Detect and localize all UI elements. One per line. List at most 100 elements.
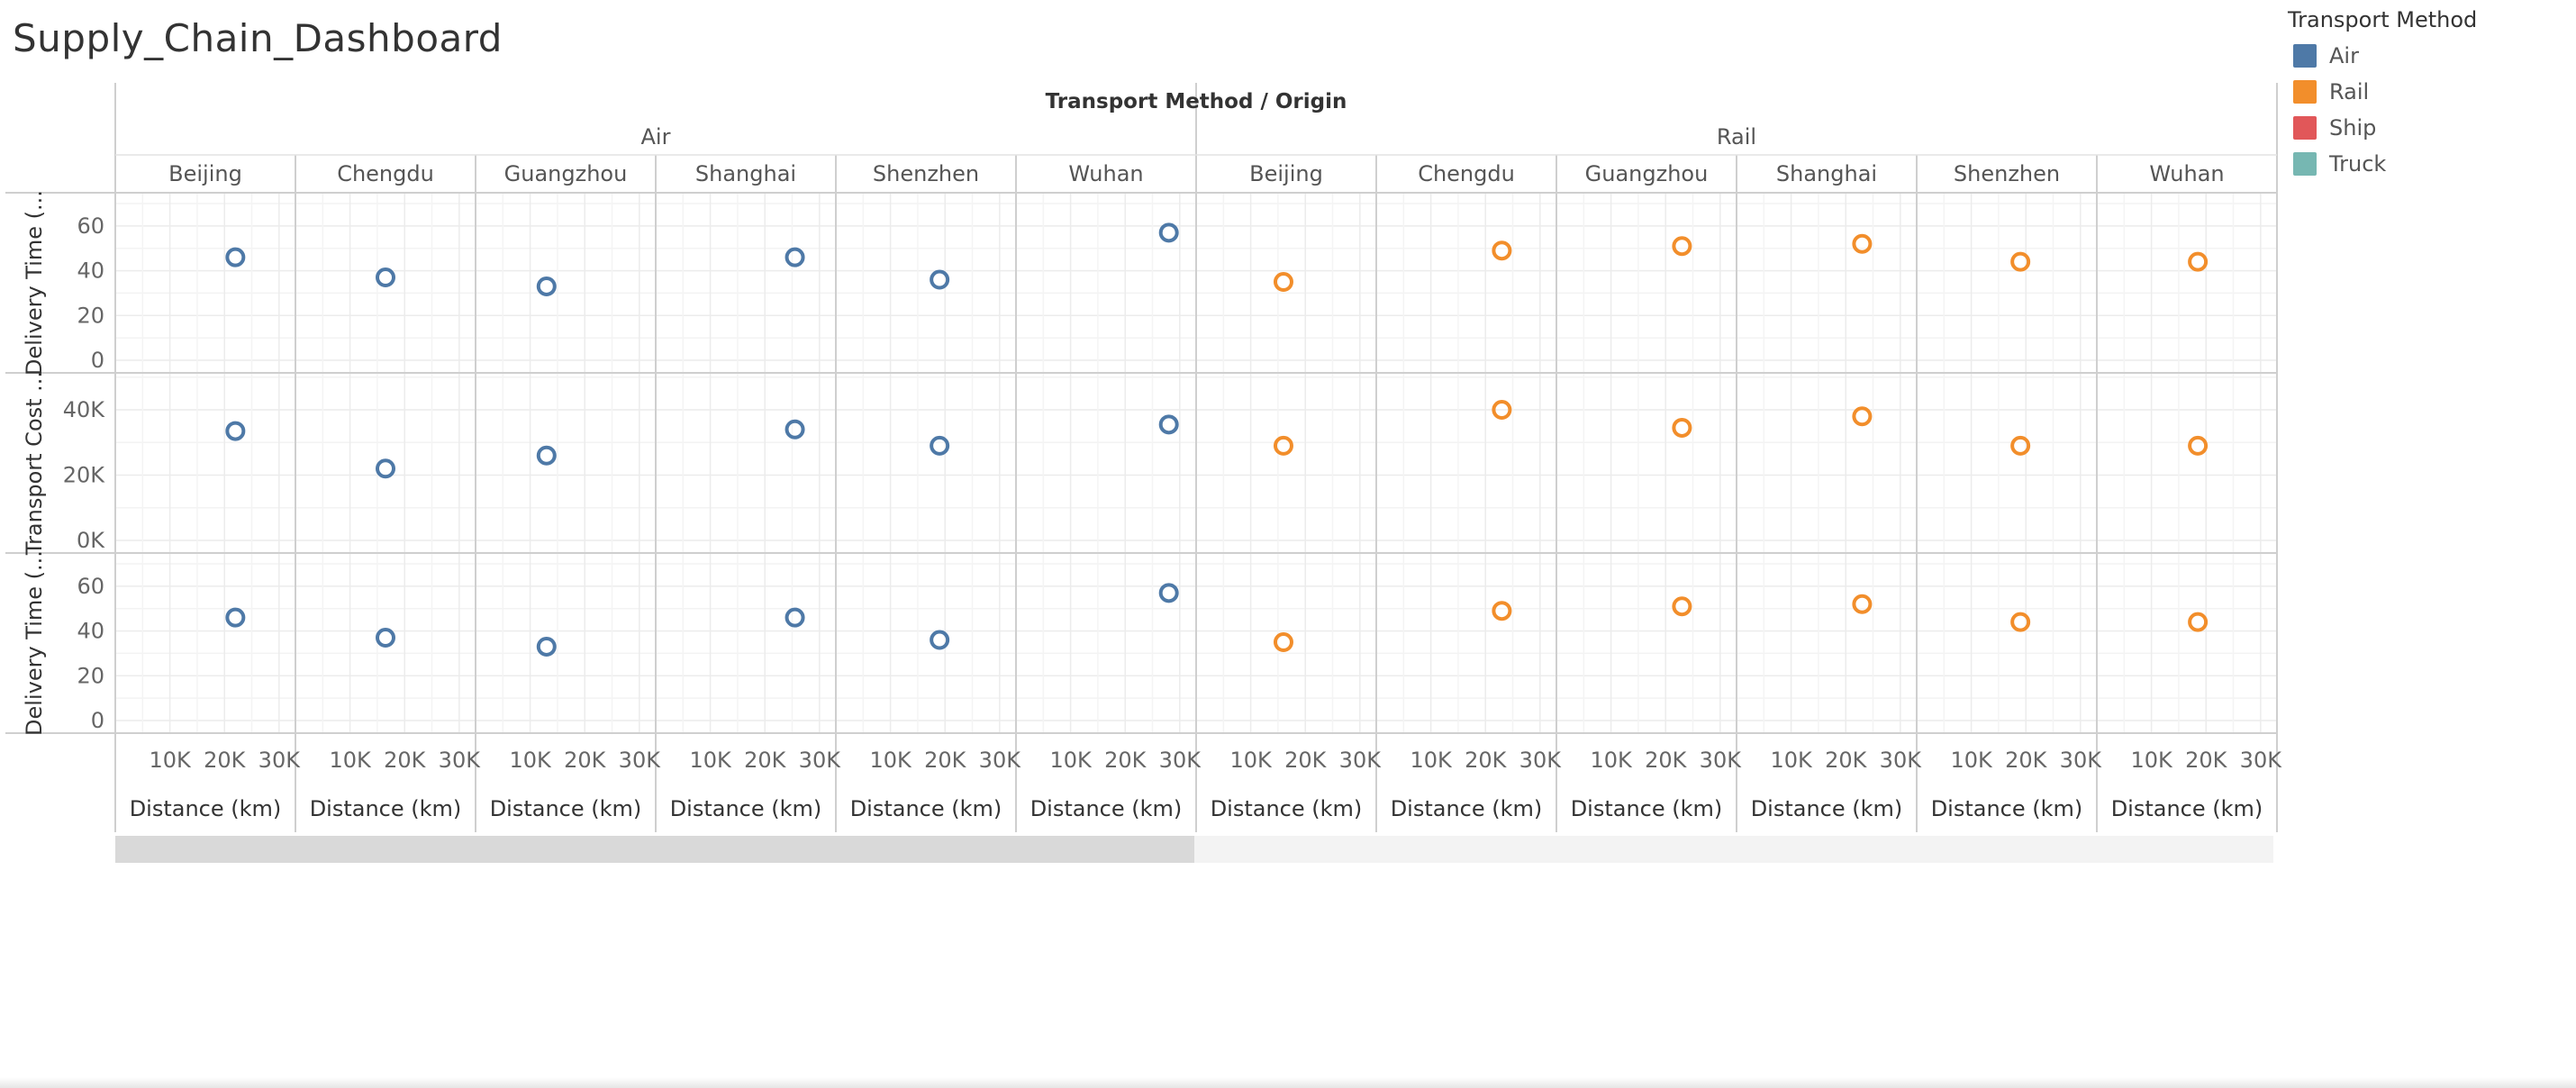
data-point-rail-chengdu (1492, 240, 1512, 261)
x-tick-label: 30K (979, 748, 1022, 773)
x-tick-label: 30K (1159, 748, 1202, 773)
data-point-air-chengdu (376, 628, 395, 648)
origin-header: Shenzhen (873, 161, 979, 186)
group-header-rail: Rail (1717, 124, 1756, 150)
data-point-rail-chengdu (1492, 400, 1512, 420)
x-tick-label: 30K (259, 748, 302, 773)
x-tick-label: 10K (869, 748, 912, 773)
x-tick-label: 20K (1284, 748, 1328, 773)
y-tick-label: 20 (77, 303, 104, 328)
x-tick-label: 10K (1770, 748, 1813, 773)
row-label: Delivery Time (... (22, 550, 47, 736)
y-tick-label: 20 (77, 663, 104, 688)
legend-item-ship[interactable]: Ship (2288, 110, 2558, 146)
scatter-chart: Transport Method / Origin Air Rail Beijing C… (5, 83, 2283, 832)
x-axis-title: Distance (km) (130, 796, 282, 821)
origin-header: Wuhan (1068, 161, 1143, 186)
data-point-air-shanghai (785, 607, 805, 628)
data-point-rail-shanghai (1852, 594, 1873, 614)
x-tick-label: 30K (439, 748, 482, 773)
data-point-rail-shenzhen (2010, 251, 2031, 272)
scrollbar-thumb[interactable] (115, 836, 1194, 863)
x-tick-label: 20K (1645, 748, 1688, 773)
group-header-air: Air (641, 124, 671, 150)
origin-header: Guangzhou (1585, 161, 1709, 186)
data-point-rail-wuhan (2188, 612, 2209, 632)
x-tick-label: 30K (2240, 748, 2283, 773)
x-axis-title: Distance (km) (850, 796, 1002, 821)
x-tick-label: 10K (329, 748, 372, 773)
data-point-air-shenzhen (930, 435, 950, 456)
x-tick-label: 20K (1465, 748, 1508, 773)
data-point-air-shanghai (785, 247, 805, 267)
data-point-rail-chengdu (1492, 601, 1512, 621)
y-tick-label: 0 (91, 708, 104, 733)
legend: Transport Method Air Rail Ship Truck (2288, 7, 2558, 182)
legend-swatch-air (2293, 44, 2317, 68)
y-tick-label: 60 (77, 574, 104, 599)
x-tick-label: 30K (799, 748, 842, 773)
x-axis-title: Distance (km) (1571, 796, 1723, 821)
x-tick-label: 20K (384, 748, 427, 773)
data-point-air-guangzhou (536, 636, 557, 657)
data-point-air-chengdu (376, 267, 395, 288)
data-point-rail-shanghai (1852, 233, 1873, 254)
x-tick-label: 10K (1950, 748, 1993, 773)
x-tick-label: 10K (509, 748, 552, 773)
x-axis-title: Distance (km) (2111, 796, 2263, 821)
x-tick-label: 30K (1880, 748, 1923, 773)
data-point-air-guangzhou (536, 276, 557, 296)
x-tick-label: 10K (149, 748, 192, 773)
legend-item-truck[interactable]: Truck (2288, 146, 2558, 182)
x-tick-label: 20K (1825, 748, 1868, 773)
legend-item-air[interactable]: Air (2288, 38, 2558, 74)
x-tick-label: 20K (744, 748, 787, 773)
row-label: Delivery Time (... (22, 190, 47, 376)
x-tick-label: 10K (1049, 748, 1093, 773)
x-tick-label: 30K (1519, 748, 1563, 773)
x-axis-title: Distance (km) (1030, 796, 1183, 821)
legend-title: Transport Method (2288, 7, 2478, 32)
x-tick-label: 10K (1229, 748, 1273, 773)
y-tick-label: 0 (91, 348, 104, 373)
legend-item-rail[interactable]: Rail (2288, 74, 2558, 110)
data-point-rail-shenzhen (2010, 612, 2031, 632)
origin-header: Guangzhou (504, 161, 628, 186)
origin-header: Chengdu (337, 161, 434, 186)
x-tick-label: 10K (1590, 748, 1633, 773)
x-tick-label: 20K (564, 748, 607, 773)
x-tick-label: 30K (619, 748, 662, 773)
data-point-rail-shanghai (1852, 406, 1873, 427)
x-axis-title: Distance (km) (1391, 796, 1543, 821)
origin-header: Shanghai (695, 161, 796, 186)
data-point-rail-guangzhou (1672, 596, 1692, 617)
y-tick-label: 60 (77, 213, 104, 239)
y-tick-label: 40 (77, 619, 104, 644)
x-axis-title: Distance (km) (1931, 796, 2083, 821)
data-point-rail-beijing (1273, 272, 1293, 292)
horizontal-scrollbar[interactable] (115, 836, 2273, 863)
data-point-air-guangzhou (536, 445, 557, 466)
data-point-air-beijing (225, 421, 246, 441)
x-tick-label: 20K (1104, 748, 1147, 773)
data-point-air-wuhan (1158, 414, 1179, 435)
data-point-air-shenzhen (930, 630, 950, 650)
data-point-air-wuhan (1158, 222, 1179, 243)
x-tick-label: 30K (2060, 748, 2103, 773)
data-point-rail-beijing (1273, 435, 1293, 456)
data-point-rail-wuhan (2188, 435, 2209, 456)
column-header: Transport Method / Origin (1046, 90, 1347, 113)
data-point-air-wuhan (1158, 583, 1179, 603)
legend-swatch-truck (2293, 152, 2317, 176)
x-axis-title: Distance (km) (310, 796, 462, 821)
y-tick-label: 0K (77, 528, 105, 553)
x-axis-title: Distance (km) (1751, 796, 1903, 821)
row-label: Transport Cost ... (22, 371, 47, 556)
data-point-air-shenzhen (930, 269, 950, 290)
dashboard-title: Supply_Chain_Dashboard (13, 16, 503, 60)
x-tick-label: 20K (2005, 748, 2048, 773)
x-axis-title: Distance (km) (1211, 796, 1363, 821)
x-tick-label: 10K (689, 748, 732, 773)
x-tick-label: 20K (924, 748, 967, 773)
y-tick-label: 40K (63, 397, 106, 422)
